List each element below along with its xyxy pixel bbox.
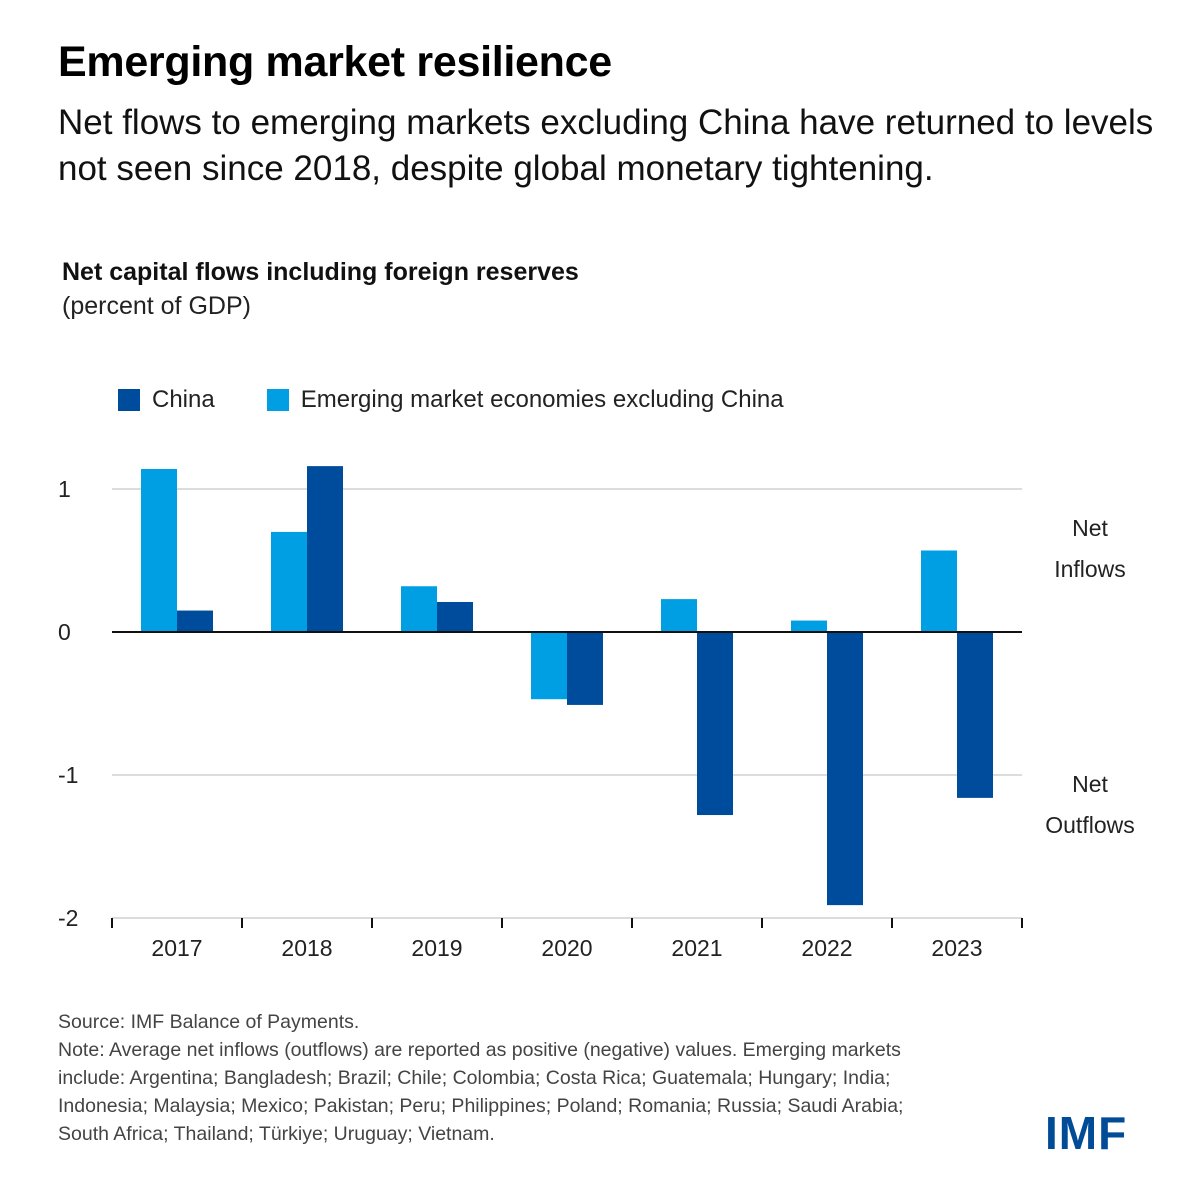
legend-item-china: China	[118, 386, 215, 414]
legend-swatch-china	[118, 389, 140, 411]
page-subtitle: Net flows to emerging markets excluding …	[58, 103, 1154, 188]
page-title: Emerging market resilience	[58, 38, 612, 86]
bar-em-ex-china-2018	[271, 531, 307, 632]
chart-plot-area: 1 0 -1 -2 2017 2018 2019 2020 2021 2022 2023	[58, 466, 1023, 961]
source-note: Source: IMF Balance of Payments.	[58, 1011, 360, 1033]
chart-units: (percent of GDP)	[62, 292, 251, 320]
legend-swatch-em-ex-china	[266, 389, 289, 411]
bar-em-ex-china-2022	[791, 620, 827, 632]
annotation-inflows-line2: Inflows	[1054, 556, 1126, 582]
bar-china-2022	[827, 632, 863, 906]
bar-em-ex-china-2021	[661, 599, 697, 632]
bar-em-ex-china-2019	[401, 586, 437, 632]
imf-logo: IMF	[1045, 1107, 1128, 1159]
y-tick-label: 1	[58, 476, 71, 502]
x-tick-label: 2018	[281, 935, 332, 961]
bar-china-2023	[957, 632, 993, 798]
y-tick-label: -2	[58, 905, 78, 931]
annotation-net-inflows: Net Inflows	[1030, 508, 1150, 590]
bar-china-2020	[567, 632, 603, 705]
methodology-note: Note: Average net inflows (outflows) are…	[58, 1039, 904, 1145]
annotation-inflows-line1: Net	[1072, 515, 1108, 541]
legend-label-em-ex-china: Emerging market economies excluding Chin…	[300, 386, 784, 413]
x-tick-label: 2023	[931, 935, 982, 961]
annotation-outflows-line1: Net	[1072, 771, 1108, 797]
legend-item-em-ex-china: Emerging market economies excluding Chin…	[266, 386, 784, 414]
bar-em-ex-china-2020	[531, 632, 567, 700]
bar-china-2019	[437, 601, 473, 632]
bar-china-2018	[307, 466, 343, 632]
y-tick-label: -1	[58, 762, 78, 788]
annotation-outflows-line2: Outflows	[1045, 812, 1135, 838]
x-tick-label: 2021	[671, 935, 722, 961]
bar-em-ex-china-2023	[921, 550, 957, 632]
chart-title: Net capital flows including foreign rese…	[62, 258, 579, 286]
annotation-net-outflows: Net Outflows	[1030, 764, 1150, 846]
bar-em-ex-china-2017	[141, 468, 177, 632]
x-tick-label: 2022	[801, 935, 852, 961]
chart-legend: China Emerging market economies excludin…	[118, 386, 836, 414]
x-tick-label: 2017	[151, 935, 202, 961]
legend-label-china: China	[152, 386, 215, 413]
chart-footer: Source: IMF Balance of Payments. Note: A…	[58, 1008, 958, 1148]
x-tick-label: 2019	[411, 935, 462, 961]
y-tick-label: 0	[58, 619, 71, 645]
bar-china-2021	[697, 632, 733, 816]
bar-china-2017	[177, 610, 213, 632]
x-tick-label: 2020	[541, 935, 592, 961]
